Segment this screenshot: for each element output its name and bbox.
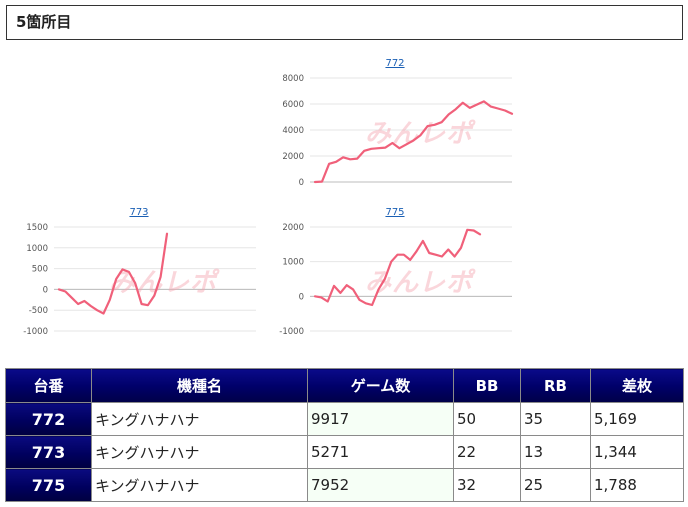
y-tick-label: 8000 xyxy=(282,74,304,84)
y-tick-label: 1000 xyxy=(282,258,304,268)
y-tick-label: 0 xyxy=(299,292,304,302)
y-tick-label: 1500 xyxy=(26,223,48,233)
header-model-name: 機種名 xyxy=(91,368,308,403)
header-machine-number: 台番 xyxy=(5,368,92,403)
rb-count: 13 xyxy=(520,435,591,469)
game-count: 7952 xyxy=(307,468,454,502)
section-heading: 5箇所目 xyxy=(6,5,683,40)
chart-773: 773 1500 1000 500 0 -500 -1000 みんレポ xyxy=(14,205,264,337)
model-name: キングハナハナ xyxy=(91,468,308,502)
table-row: 772 キングハナハナ 9917 50 35 5,169 xyxy=(5,402,684,436)
table-header-row: 台番 機種名 ゲーム数 BB RB 差枚 xyxy=(5,368,684,403)
y-tick-label: -500 xyxy=(29,306,48,316)
chart-title-link[interactable]: 775 xyxy=(385,207,405,218)
model-name: キングハナハナ xyxy=(91,435,308,469)
bb-count: 50 xyxy=(453,402,521,436)
table-row: 775 キングハナハナ 7952 32 25 1,788 xyxy=(5,468,684,502)
diff-value: 5,169 xyxy=(590,402,684,436)
y-tick-label: 1000 xyxy=(26,244,48,254)
machine-number[interactable]: 775 xyxy=(5,468,92,502)
y-tick-label: -1000 xyxy=(279,327,304,337)
rb-count: 25 xyxy=(520,468,591,502)
watermark-logo: みんレポ xyxy=(365,119,476,149)
diff-value: 1,344 xyxy=(590,435,684,469)
diff-value: 1,788 xyxy=(590,468,684,502)
rb-count: 35 xyxy=(520,402,591,436)
machine-table: 台番 機種名 ゲーム数 BB RB 差枚 772 キングハナハナ 9917 50… xyxy=(5,368,684,502)
bb-count: 32 xyxy=(453,468,521,502)
watermark-logo: みんレポ xyxy=(109,268,220,298)
y-tick-label: 6000 xyxy=(282,100,304,110)
header-diff: 差枚 xyxy=(590,368,684,403)
y-tick-label: 0 xyxy=(299,178,304,188)
game-count: 9917 xyxy=(307,402,454,436)
header-bb: BB xyxy=(453,368,521,403)
series-line xyxy=(313,100,514,184)
machine-number[interactable]: 773 xyxy=(5,435,92,469)
chart-title-link[interactable]: 773 xyxy=(129,207,149,218)
machine-number[interactable]: 772 xyxy=(5,402,92,436)
y-tick-label: 2000 xyxy=(282,223,304,233)
line-chart-svg: 8000 6000 4000 2000 0 みんレポ xyxy=(282,74,514,188)
y-tick-label: 2000 xyxy=(282,152,304,162)
y-tick-label: 500 xyxy=(32,265,48,275)
table-row: 773 キングハナハナ 5271 22 13 1,344 xyxy=(5,435,684,469)
series-line xyxy=(57,232,169,315)
chart-title-link[interactable]: 772 xyxy=(385,58,405,69)
chart-775: 775 2000 1000 0 -1000 みんレポ xyxy=(270,205,520,337)
chart-772: 772 8000 6000 4000 2000 0 みんレポ xyxy=(270,56,520,188)
header-game-count: ゲーム数 xyxy=(307,368,454,403)
y-tick-label: 4000 xyxy=(282,126,304,136)
y-tick-label: -1000 xyxy=(23,327,48,337)
y-tick-label: 0 xyxy=(43,285,48,295)
bb-count: 22 xyxy=(453,435,521,469)
series-line xyxy=(313,228,482,307)
model-name: キングハナハナ xyxy=(91,402,308,436)
game-count: 5271 xyxy=(307,435,454,469)
line-chart-svg: 1500 1000 500 0 -500 -1000 みんレポ xyxy=(23,223,256,337)
header-rb: RB xyxy=(520,368,591,403)
